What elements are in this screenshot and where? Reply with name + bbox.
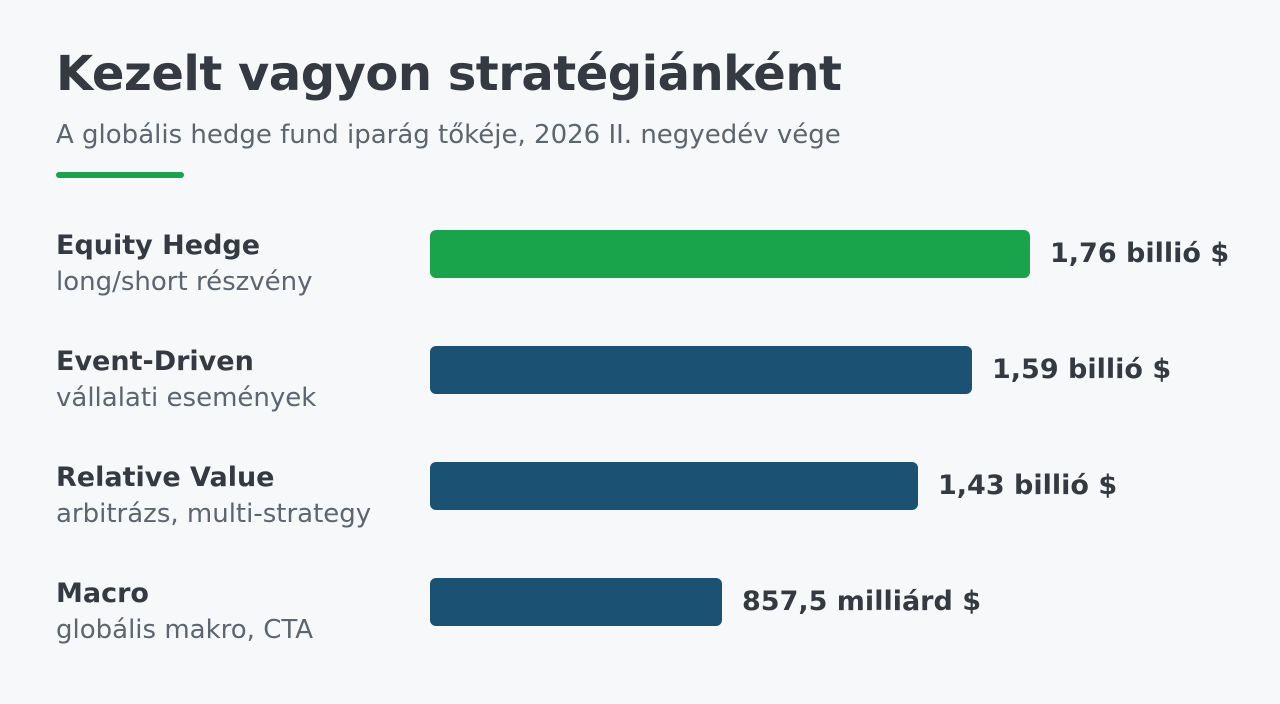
category-description: globális makro, CTA	[56, 615, 314, 645]
category-description: long/short részvény	[56, 267, 313, 297]
accent-line	[56, 172, 184, 178]
bar	[430, 462, 918, 510]
page-subtitle: A globális hedge fund iparág tőkéje, 202…	[56, 120, 841, 150]
chart-row: Equity Hedge long/short részvény 1,76 bill…	[0, 228, 1280, 344]
bar	[430, 346, 972, 394]
chart-row: Event-Driven vállalati események 1,59 bill…	[0, 344, 1280, 460]
value-label: 1,76 billió $	[1050, 238, 1230, 269]
bar	[430, 578, 722, 626]
page-title: Kezelt vagyon stratégiánként	[56, 46, 842, 102]
category-description: arbitrázs, multi-strategy	[56, 499, 372, 529]
chart-row: Macro globális makro, CTA 857,5 milliárd $	[0, 576, 1280, 692]
category-label: Macro	[56, 578, 149, 609]
value-label: 857,5 milliárd $	[742, 586, 982, 617]
category-label: Equity Hedge	[56, 230, 261, 261]
category-label: Relative Value	[56, 462, 275, 493]
bar	[430, 230, 1030, 278]
category-description: vállalati események	[56, 383, 317, 413]
value-label: 1,59 billió $	[992, 354, 1172, 385]
chart-row: Relative Value arbitrázs, multi-strategy 1…	[0, 460, 1280, 576]
value-label: 1,43 billió $	[938, 470, 1118, 501]
category-label: Event-Driven	[56, 346, 254, 377]
